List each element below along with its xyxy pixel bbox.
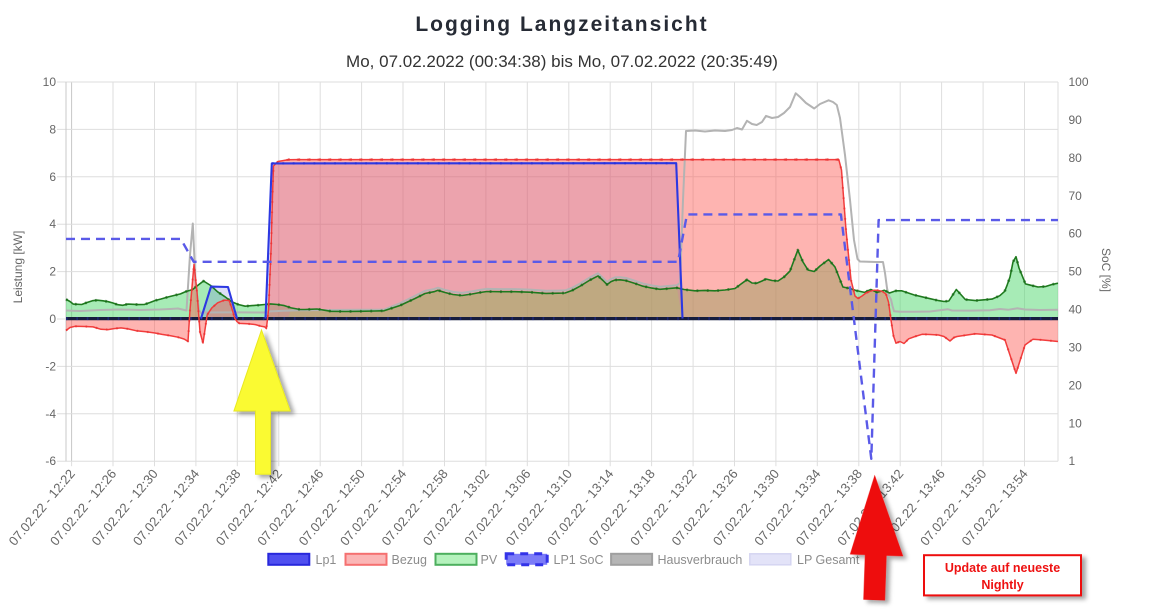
svg-text:50: 50	[1069, 265, 1083, 279]
svg-text:8: 8	[49, 122, 56, 136]
svg-text:10: 10	[1069, 416, 1083, 430]
svg-text:20: 20	[1069, 378, 1083, 392]
svg-text:Hausverbrauch: Hausverbrauch	[658, 553, 743, 567]
svg-text:2: 2	[49, 265, 56, 279]
svg-text:6: 6	[49, 170, 56, 184]
svg-text:PV: PV	[481, 553, 498, 567]
svg-text:4: 4	[49, 217, 56, 231]
svg-text:SoC [%]: SoC [%]	[1099, 248, 1113, 292]
svg-text:Mo, 07.02.2022 (00:34:38) bis: Mo, 07.02.2022 (00:34:38) bis Mo, 07.02.…	[346, 52, 778, 71]
svg-text:30: 30	[1069, 340, 1083, 354]
svg-text:Leistung [kW]: Leistung [kW]	[11, 231, 25, 304]
svg-text:90: 90	[1069, 113, 1083, 127]
svg-text:LP1 SoC: LP1 SoC	[554, 553, 604, 567]
svg-text:Bezug: Bezug	[392, 553, 427, 567]
svg-text:Logging Langzeitansicht: Logging Langzeitansicht	[415, 13, 708, 36]
svg-text:-6: -6	[45, 454, 56, 468]
svg-text:0: 0	[49, 312, 56, 326]
svg-text:Lp1: Lp1	[316, 553, 337, 567]
svg-text:Nightly: Nightly	[981, 578, 1023, 592]
svg-text:Update auf neueste: Update auf neueste	[945, 561, 1060, 575]
svg-text:80: 80	[1069, 151, 1083, 165]
svg-text:-4: -4	[45, 407, 56, 421]
svg-text:40: 40	[1069, 303, 1083, 317]
svg-text:LP Gesamt: LP Gesamt	[797, 553, 860, 567]
svg-text:1: 1	[1069, 454, 1076, 468]
svg-text:60: 60	[1069, 227, 1083, 241]
svg-text:100: 100	[1069, 75, 1089, 89]
svg-text:70: 70	[1069, 189, 1083, 203]
svg-text:10: 10	[43, 75, 57, 89]
svg-text:-2: -2	[45, 359, 56, 373]
